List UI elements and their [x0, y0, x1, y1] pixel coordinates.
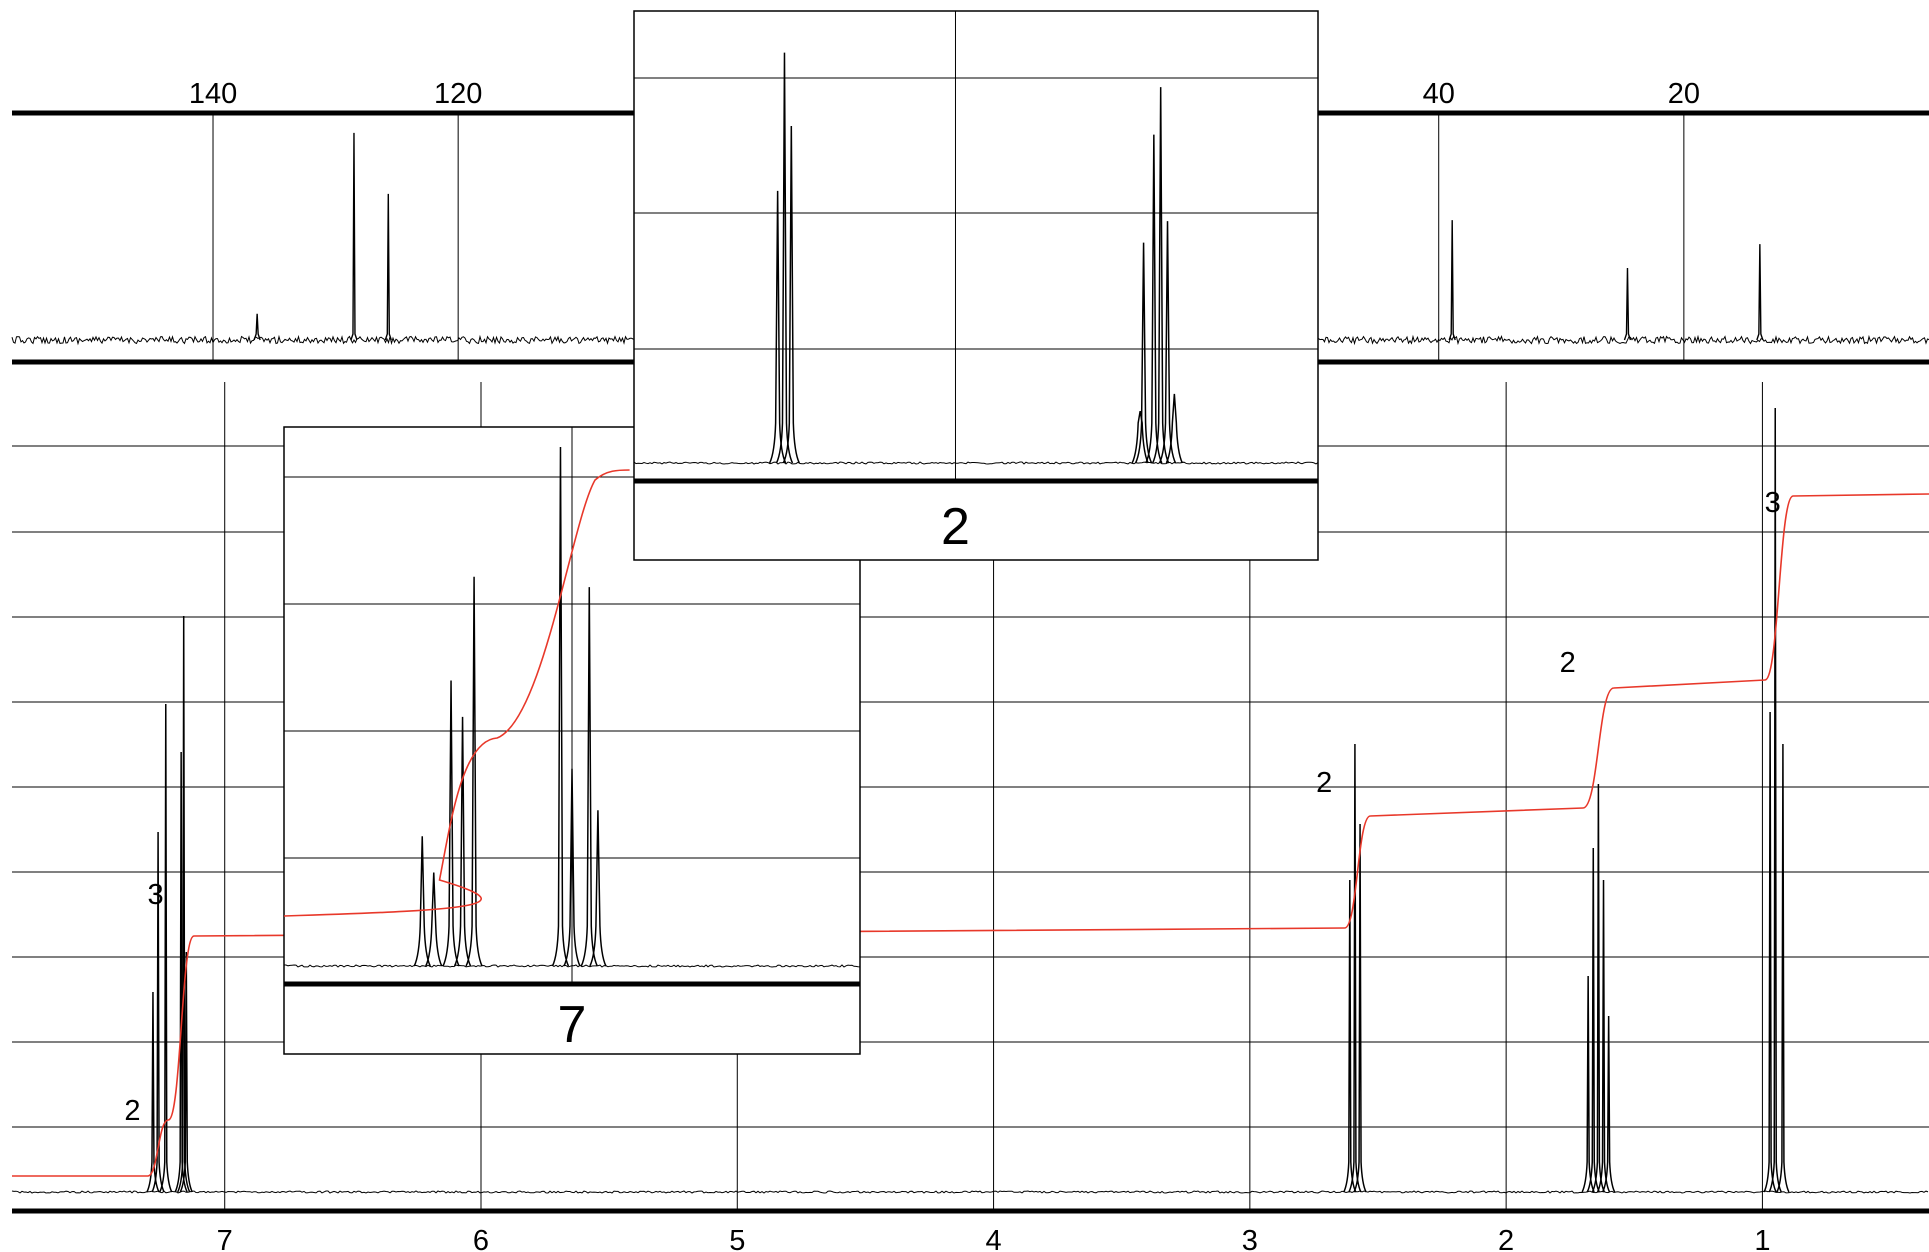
c13-tick-label: 120 — [434, 78, 482, 110]
inset-aliphatic-peak — [768, 190, 787, 464]
inset-aromatic-peak — [465, 576, 483, 967]
c13-tick-label: 140 — [189, 78, 237, 110]
inset-aromatic-baseline — [284, 964, 861, 968]
inset-aliphatic-peak — [782, 126, 801, 464]
h1-peak — [179, 951, 193, 1193]
h1-peak — [1353, 823, 1367, 1193]
inset-aliphatic-baseline — [633, 461, 1319, 465]
inset-aromatic-tick-label: 7 — [558, 996, 587, 1054]
h1-peak — [174, 751, 188, 1193]
c13-peak — [384, 193, 392, 341]
inset-aromatic-peak — [442, 680, 460, 967]
h1-tick-label: 7 — [217, 1225, 233, 1252]
c13-peak — [1623, 268, 1632, 341]
c13-peak — [1756, 244, 1764, 341]
h1-peak — [1586, 847, 1600, 1193]
integral-label: 3 — [147, 879, 163, 911]
inset-aliphatic-frame — [633, 10, 1319, 561]
h1-peak — [1348, 743, 1362, 1193]
integral-label: 3 — [1765, 487, 1781, 519]
h1-tick-label: 2 — [1498, 1225, 1514, 1252]
c13-peak — [350, 132, 358, 341]
h1-peak — [1776, 743, 1790, 1193]
inset-aromatic-peak — [563, 768, 581, 967]
h1-peak — [1763, 711, 1777, 1193]
inset-aromatic-peak — [453, 716, 472, 967]
h1-peak — [177, 615, 191, 1193]
inset-aromatic-peak — [413, 836, 431, 967]
h1-tick-label: 6 — [473, 1225, 489, 1252]
h1-peak — [1343, 879, 1357, 1193]
c13-peak — [1448, 220, 1456, 341]
h1-peak — [1591, 783, 1606, 1193]
c13-peak — [253, 313, 261, 341]
h1-peak — [1596, 879, 1611, 1193]
h1-tick-label: 5 — [729, 1225, 745, 1252]
inset-aromatic-peak — [425, 872, 443, 967]
c13-tick-label: 40 — [1423, 78, 1455, 110]
integral-label: 2 — [1316, 767, 1332, 799]
h1-tick-label: 4 — [985, 1225, 1001, 1252]
inset-aliphatic-peak — [1151, 87, 1170, 464]
inset-aromatic-peak — [580, 587, 598, 967]
inset-aliphatic-tick-label: 2 — [941, 498, 970, 556]
c13-spectrum-panel: 140 120 40 20 — [11, 78, 1929, 365]
inset-aromatic-peak — [589, 810, 607, 967]
integral-label: 2 — [124, 1095, 140, 1127]
h1-peak — [1581, 975, 1595, 1193]
h1-peak — [146, 991, 160, 1193]
inset-aliphatic-peak — [1145, 134, 1163, 464]
h1-baseline — [11, 1190, 1929, 1194]
h1-peak — [1601, 1015, 1616, 1193]
inset-aliphatic-expansion: 2 — [633, 10, 1319, 561]
h1-integral-curve — [12, 493, 1929, 1177]
h1-tick-label: 1 — [1754, 1225, 1770, 1252]
inset-aliphatic-peak — [1158, 221, 1177, 464]
inset-aliphatic-peak — [1131, 411, 1149, 464]
inset-aromatic-peak — [551, 446, 570, 967]
h1-peak — [159, 703, 173, 1193]
h1-tick-label: 3 — [1242, 1225, 1258, 1252]
integral-label: 2 — [1560, 647, 1576, 679]
inset-aromatic-integral-curve — [283, 469, 630, 917]
c13-tick-label: 20 — [1668, 78, 1700, 110]
inset-aliphatic-peak — [1165, 393, 1184, 464]
inset-aliphatic-peak — [775, 52, 794, 464]
